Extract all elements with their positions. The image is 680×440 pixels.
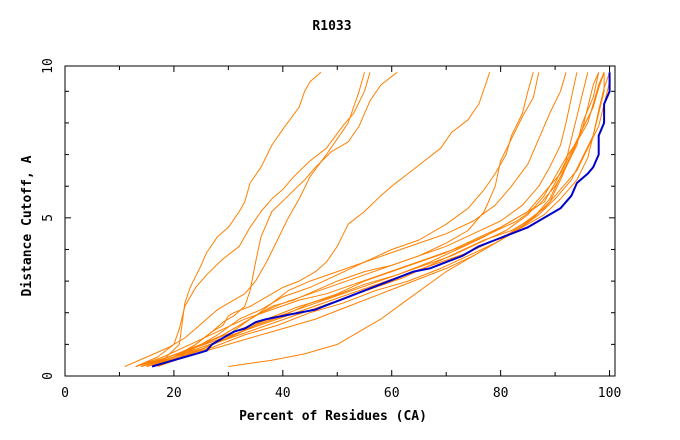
axis-ticks: 0 20 40 60 80 100 0 5 10	[41, 58, 621, 401]
x-tick-label: 60	[384, 386, 400, 401]
y-tick-label: 5	[41, 214, 56, 222]
y-tick-label: 10	[41, 58, 56, 74]
series-line-12	[141, 72, 605, 367]
plot-frame	[64, 65, 616, 377]
x-tick-label: 20	[166, 386, 182, 401]
plot-area	[124, 71, 611, 368]
y-tick-label: 0	[41, 372, 56, 380]
series-line-16	[135, 72, 605, 367]
series-line-7	[146, 72, 540, 367]
chart-title: R1033	[312, 19, 351, 34]
series-line-18	[151, 72, 611, 367]
series-line-1	[141, 71, 322, 367]
y-axis-label: Distance Cutoff, A	[20, 155, 35, 296]
x-tick-label: 80	[493, 386, 509, 401]
series-line-17	[146, 72, 611, 367]
series-line-highlight	[151, 72, 611, 368]
series-line-4	[146, 71, 398, 367]
x-axis-label: Percent of Residues (CA)	[239, 409, 427, 424]
series-line-5	[146, 72, 491, 367]
series-line-15	[141, 72, 605, 367]
x-tick-label: 100	[598, 386, 621, 401]
x-tick-label: 0	[61, 386, 69, 401]
series-line-3	[124, 72, 365, 367]
series-line-9	[151, 72, 578, 367]
series-line-8	[141, 72, 567, 367]
x-tick-label: 40	[275, 386, 291, 401]
series-line-11	[135, 72, 600, 367]
series-line-2	[135, 72, 371, 367]
